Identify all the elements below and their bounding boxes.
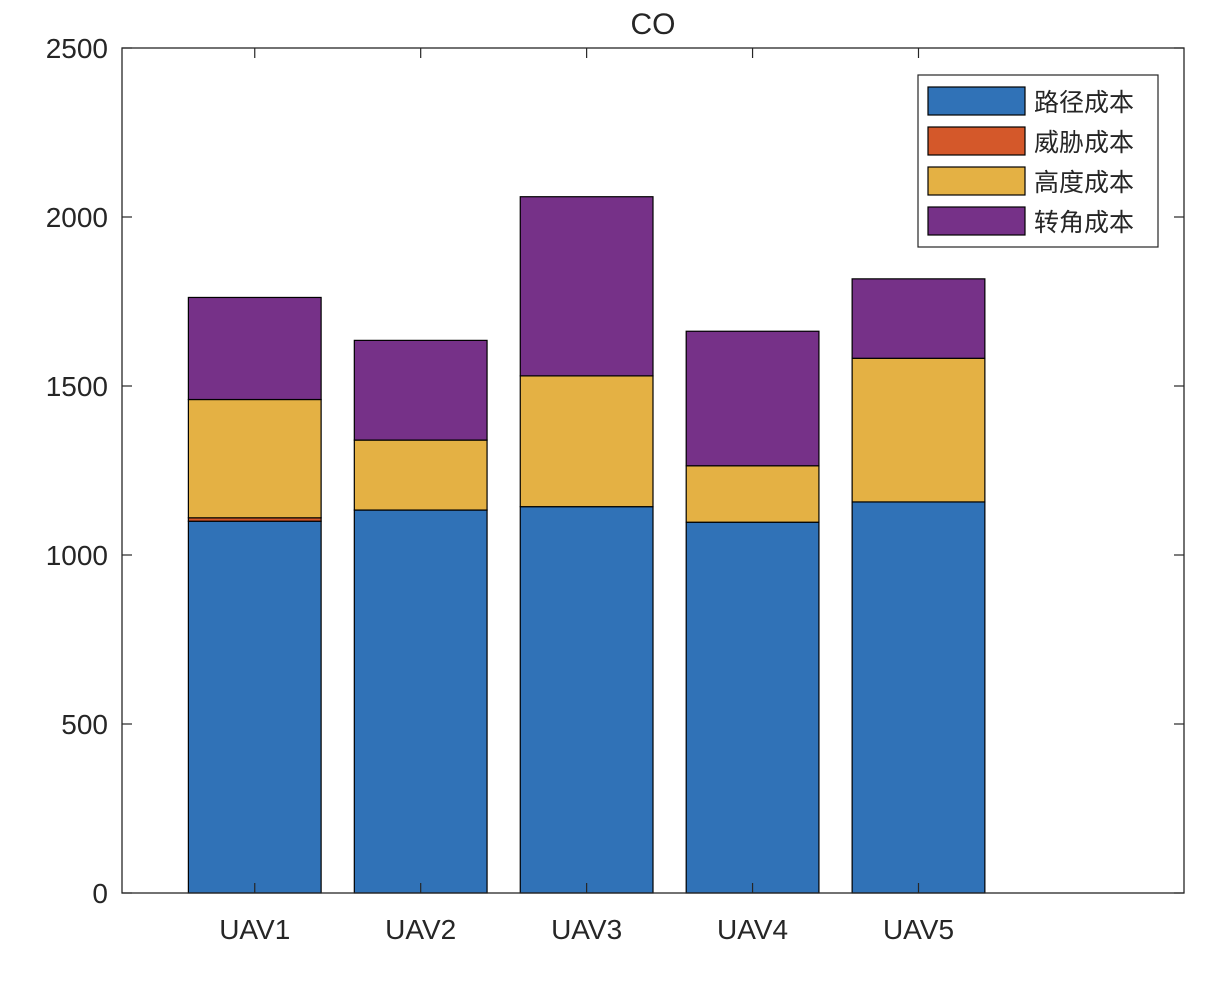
bar-uav4-series-3 [685,465,820,523]
x-tick-label-uav3: UAV3 [551,914,622,945]
bar-uav2-series-4 [353,339,488,441]
legend-label-3: 高度成本 [1034,168,1134,197]
bar-uav3-series-1 [519,506,654,894]
bar-uav2-series-1 [353,509,488,894]
legend-label-1: 路径成本 [1034,88,1134,117]
bar-uav4-series-1 [685,521,820,894]
y-tick-label: 1000 [46,540,108,571]
axes-layer: 0 500 1000 1500 2000 2500 UAV1 UAV2 UAV3 UAV4 UAV5 [46,33,1185,945]
bar-uav5-series-1 [851,501,986,894]
legend-swatch-3 [927,166,1026,196]
bar-uav1-series-4 [187,296,322,401]
legend-swatch-4 [927,206,1026,236]
legend-swatch-1 [927,86,1026,116]
axes-box [121,47,1185,894]
bars-layer [187,196,986,894]
y-tick-label: 1500 [46,371,108,402]
y-tick-label: 2000 [46,202,108,233]
bar-uav1-series-3 [187,398,322,519]
bar-uav3-series-3 [519,375,654,508]
x-tick-label-uav1: UAV1 [219,914,290,945]
bar-uav5-series-4 [851,278,986,359]
x-tick-label-uav4: UAV4 [717,914,788,945]
bar-uav1-series-1 [187,520,322,894]
bar-uav3-series-4 [519,196,654,377]
bar-uav5-series-3 [851,357,986,503]
x-tick-label-uav5: UAV5 [883,914,954,945]
bar-uav2-series-3 [353,439,488,511]
bar-uav4-series-4 [685,330,820,467]
y-tick-label: 2500 [46,33,108,64]
x-tick-label-uav2: UAV2 [385,914,456,945]
legend-label-4: 转角成本 [1034,208,1134,237]
y-tick-label: 500 [61,709,108,740]
legend-swatch-2 [927,126,1026,156]
chart-title: CO [631,8,676,41]
y-tick-label: 0 [92,878,108,909]
legend-label-2: 威胁成本 [1034,128,1134,157]
